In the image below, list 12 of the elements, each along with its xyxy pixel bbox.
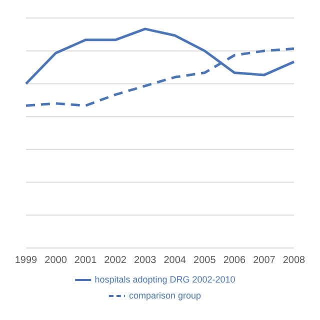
x-tick-label: 2001 — [74, 255, 98, 266]
x-tick-label: 1999 — [14, 255, 38, 266]
x-tick-label: 2002 — [104, 255, 127, 266]
x-tick-label: 2000 — [44, 255, 68, 266]
legend-label: comparison group — [128, 290, 202, 300]
x-tick-label: 2007 — [253, 255, 276, 266]
x-tick-label: 2003 — [134, 255, 157, 266]
x-tick-label: 2004 — [164, 255, 186, 266]
x-tick-label: 2005 — [194, 255, 216, 266]
legend-label: hospitals adopting DRG 2002-2010 — [94, 274, 236, 284]
x-tick-label: 2008 — [282, 255, 306, 266]
x-tick-label: 2006 — [223, 255, 246, 266]
